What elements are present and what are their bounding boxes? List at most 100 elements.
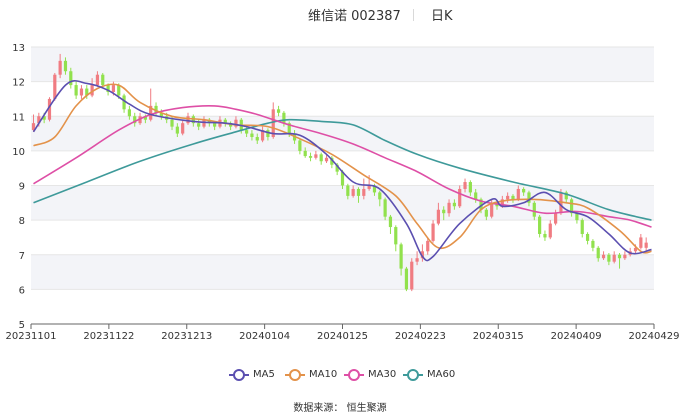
candle-body (554, 213, 558, 224)
candle-body (47, 98, 52, 120)
candle-body (181, 123, 185, 134)
candle-body (133, 116, 137, 124)
candle (543, 230, 547, 241)
candle-body (85, 88, 89, 96)
candle-body (580, 220, 584, 234)
legend-ma60-icon (403, 369, 423, 381)
candle-body (90, 85, 94, 96)
candle (644, 237, 648, 252)
candle-body (367, 185, 371, 189)
candle (415, 251, 419, 266)
candle (31, 114, 36, 132)
legend-ma5-icon (229, 369, 249, 381)
y-band (31, 254, 654, 290)
candle (47, 97, 52, 122)
candle (314, 150, 318, 160)
candle-body (31, 123, 36, 131)
y-band (31, 116, 654, 151)
candle-body (250, 133, 254, 138)
y-band (31, 185, 654, 221)
candle-body (271, 109, 275, 138)
candle-body (378, 192, 382, 200)
candle-body (484, 209, 488, 217)
candle-body (154, 105, 158, 113)
candle-body (388, 216, 393, 228)
candle-body (127, 109, 131, 117)
ma-line-ma60 (33, 118, 652, 221)
candle (404, 266, 409, 292)
candle-body (596, 247, 600, 259)
candle (580, 218, 584, 238)
candle-body (410, 261, 414, 290)
candle-body (612, 254, 616, 262)
candle (511, 194, 515, 203)
candle (426, 237, 430, 255)
moving-averages (32, 79, 652, 262)
candle (271, 102, 275, 139)
candle (410, 258, 414, 292)
candle-body (282, 112, 286, 124)
candle (617, 253, 622, 269)
candle (260, 126, 265, 143)
candle (351, 185, 355, 198)
candle (383, 197, 387, 221)
candle (458, 185, 462, 209)
candle-body (308, 156, 313, 158)
candle-body (266, 130, 270, 138)
candle-body (404, 268, 409, 290)
candle-body (159, 112, 163, 117)
candle-body (490, 202, 494, 217)
candle (266, 128, 270, 141)
candle (569, 197, 574, 217)
candle (522, 187, 526, 196)
y-tick-label: 9 (19, 182, 25, 193)
candle-body (522, 188, 526, 193)
candle (484, 208, 488, 221)
y-axis-labels: 5 6 7 8 9 10 11 12 13 (12, 43, 25, 331)
x-tick-label: 20240125 (317, 331, 368, 342)
candle (250, 130, 254, 141)
candle-body (452, 202, 456, 207)
candle (362, 178, 366, 200)
x-axis: 20231101 20231122 20231213 20240104 20240125… (6, 323, 679, 342)
candle-body (197, 123, 201, 127)
candle-body (69, 71, 73, 86)
candle-body (431, 223, 435, 241)
candle-body (356, 188, 361, 196)
candle (612, 251, 616, 264)
candle-body (372, 185, 377, 193)
y-tick-label: 13 (12, 43, 25, 54)
candle-body (516, 188, 520, 200)
candle-body (420, 251, 425, 259)
x-tick-label: 20240315 (473, 331, 524, 342)
legend-label-ma5: MA5 (253, 369, 275, 380)
candle-body (42, 116, 46, 120)
candle-body (53, 74, 57, 99)
candle (585, 232, 590, 245)
candle-body (538, 216, 542, 234)
candle-body (260, 130, 265, 141)
candle-body (111, 85, 116, 93)
candle-body (149, 105, 153, 120)
candle-body (442, 209, 446, 214)
candle-body (479, 199, 483, 210)
candle-body (639, 237, 643, 248)
candle (149, 88, 153, 122)
candle (154, 102, 158, 117)
candle (474, 188, 478, 203)
candle (324, 154, 329, 163)
candle (516, 185, 520, 202)
candle-body (245, 130, 249, 134)
candle-body (298, 140, 302, 151)
legend-label-ma60: MA60 (427, 369, 456, 380)
candle (63, 57, 68, 75)
y-band (31, 47, 654, 82)
title-separator (413, 9, 414, 21)
x-tick-label: 20240223 (395, 331, 446, 342)
candle-body (644, 242, 648, 248)
candle-body (559, 192, 563, 214)
candle (346, 183, 350, 200)
candle-body (532, 202, 536, 217)
candle (431, 220, 435, 243)
candle-body (340, 171, 345, 186)
